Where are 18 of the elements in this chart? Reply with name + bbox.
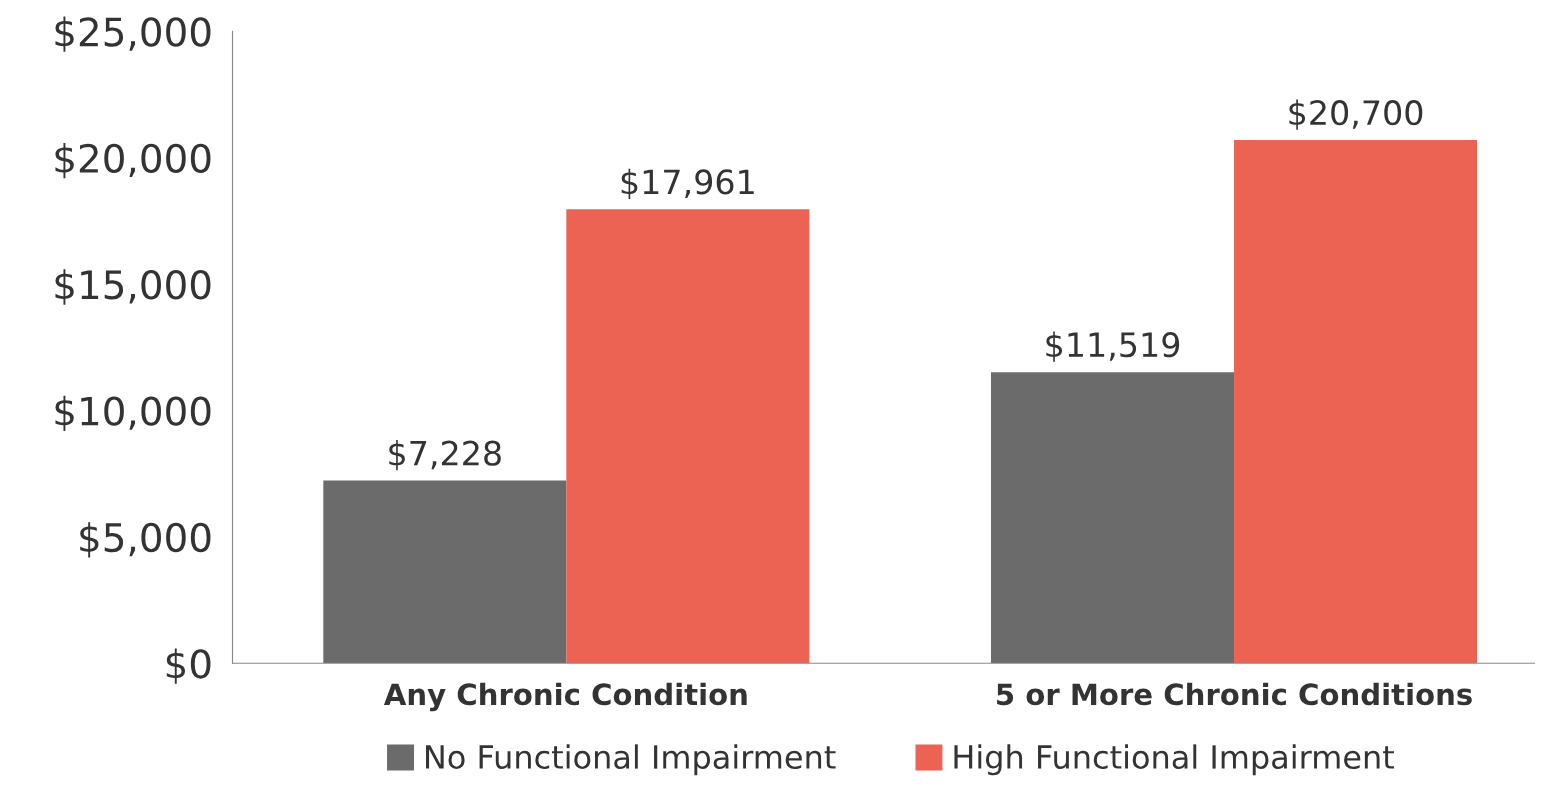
y-tick-label: $10,000	[55, 395, 211, 432]
bar	[566, 209, 810, 664]
y-tick-label: $15,000	[55, 269, 211, 305]
data-label: $20,700	[1289, 99, 1423, 130]
legend-label: High Functional Impairment	[954, 744, 1394, 776]
y-tick-label: $25,000	[55, 16, 211, 52]
legend-label: No Functional Impairment	[426, 744, 836, 776]
data-label: $17,961	[621, 168, 754, 199]
bar	[323, 480, 567, 664]
bar	[1234, 140, 1478, 664]
x-tick-label: Any Chronic Condition	[383, 682, 747, 712]
data-label: $7,228	[389, 440, 501, 471]
y-tick-label: $20,000	[55, 142, 211, 179]
bar	[991, 372, 1235, 664]
data-label: $11,519	[1046, 331, 1180, 362]
x-tick-label: 5 or More Chronic Conditions	[997, 682, 1472, 706]
y-tick-label: $0	[166, 648, 211, 684]
y-tick-label: $5,000	[80, 522, 211, 558]
